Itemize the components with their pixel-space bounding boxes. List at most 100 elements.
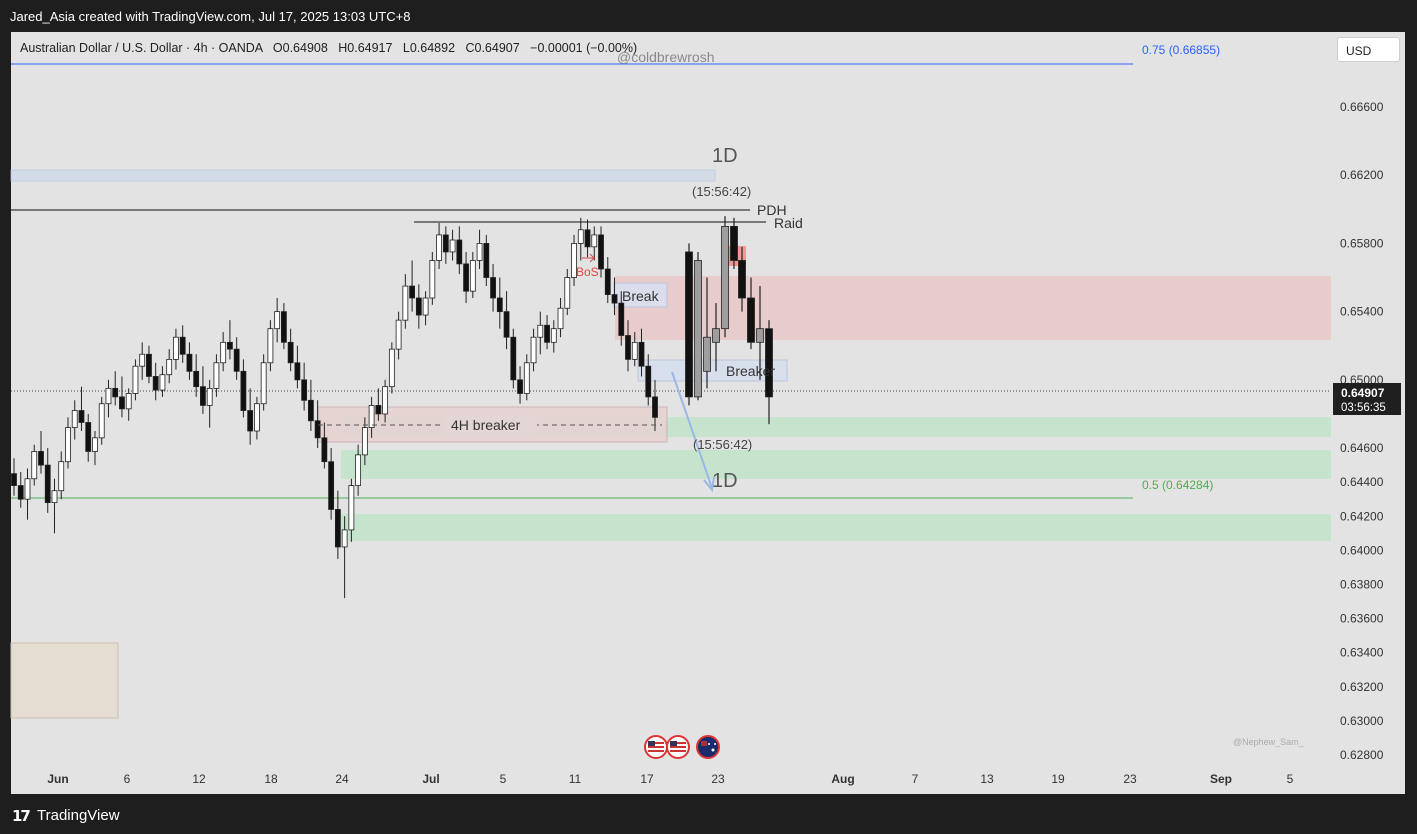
- us-flag-icon[interactable]: [644, 735, 668, 759]
- top-bar: Jared_Asia created with TradingView.com,…: [0, 0, 1417, 32]
- x-tick-label: 13: [980, 772, 994, 786]
- candle-down: [11, 473, 17, 486]
- candle-down: [193, 370, 200, 388]
- break-label: Break: [622, 288, 660, 304]
- bottom-bar: [0, 800, 1417, 834]
- candle-up: [591, 234, 598, 248]
- breaker-zone: [637, 359, 788, 382]
- demand-zone-3: [341, 514, 1331, 541]
- symbol-legend[interactable]: Australian Dollar / U.S. Dollar · 4h · O…: [20, 41, 637, 55]
- y-tick-label: 0.62800: [1340, 748, 1384, 762]
- watermark: @coldbrewrosh: [617, 49, 714, 65]
- candles-1d: [685, 216, 773, 425]
- candle-up: [571, 243, 577, 278]
- candle-down: [652, 396, 658, 418]
- candle-up: [24, 478, 31, 500]
- candle-down: [496, 297, 503, 313]
- currency-button[interactable]: USD: [1337, 37, 1400, 62]
- candle-up: [31, 451, 38, 480]
- x-tick-label: 18: [264, 772, 278, 786]
- candle-up: [703, 336, 711, 372]
- candle-down: [301, 379, 308, 401]
- candle-down: [314, 420, 321, 439]
- candle-down: [544, 324, 550, 343]
- candle-down: [233, 348, 240, 372]
- candle-up: [395, 319, 402, 350]
- candle-down: [503, 311, 510, 338]
- credit-text: @Nephew_Sam_: [1233, 737, 1305, 747]
- x-tick-label: Aug: [831, 772, 854, 786]
- y-tick-label: 0.63200: [1340, 680, 1384, 694]
- candle-down: [186, 353, 193, 372]
- candle-up: [382, 386, 389, 415]
- tradingview-logo-text: TradingView: [37, 807, 120, 824]
- candle-down: [321, 437, 328, 463]
- y-tick-label: 0.63600: [1340, 612, 1384, 626]
- candle-down: [510, 336, 517, 381]
- candle-down: [415, 297, 422, 316]
- tf-label-top: 1D: [712, 145, 738, 167]
- range-box: [10, 642, 119, 719]
- candle-down: [456, 239, 463, 265]
- x-tick-label: 12: [192, 772, 206, 786]
- price-axis[interactable]: 0.666000.662000.658000.654000.650000.646…: [1340, 100, 1384, 762]
- candle-down: [287, 341, 294, 364]
- candle-down: [44, 464, 51, 504]
- candle-up: [388, 348, 395, 388]
- y-tick-label: 0.66200: [1340, 168, 1384, 182]
- candle-up: [564, 277, 571, 309]
- candle-up: [756, 328, 764, 343]
- candle-down: [598, 234, 604, 270]
- candle-down: [517, 379, 523, 394]
- candle-down: [638, 341, 645, 367]
- projection-arrow-icon: [703, 476, 715, 493]
- candle-up: [206, 387, 213, 406]
- x-tick-label: 7: [912, 772, 919, 786]
- candle-up: [355, 454, 362, 486]
- y-tick-label: 0.66600: [1340, 100, 1384, 114]
- countdown-value: 03:56:35: [1341, 402, 1386, 414]
- candle-up: [537, 324, 544, 338]
- candle-up: [213, 362, 220, 389]
- supply-zone: [615, 276, 1331, 340]
- candle-up: [51, 490, 58, 504]
- raid-label: Raid: [774, 215, 803, 231]
- breaker-label: Breaker: [726, 363, 775, 379]
- y-tick-label: 0.64600: [1340, 441, 1384, 455]
- candle-down: [85, 422, 92, 452]
- au-flag-icon[interactable]: [696, 735, 720, 759]
- chart-title: Jared_Asia created with TradingView.com,…: [10, 9, 411, 24]
- x-tick-label: 19: [1051, 772, 1065, 786]
- x-tick-label: Jun: [47, 772, 68, 786]
- y-tick-label: 0.63000: [1340, 714, 1384, 728]
- candle-down: [119, 396, 125, 410]
- candle-up: [530, 336, 537, 364]
- candle-up: [105, 387, 112, 405]
- candle-down: [730, 225, 738, 261]
- time-axis[interactable]: Jun 6 12 18 24 Jul 5 11 17 23 Aug 7 13 19 23 Sep 5: [47, 772, 1293, 786]
- candle-up: [550, 328, 557, 343]
- candle-down: [618, 302, 625, 336]
- candle-up: [125, 393, 132, 410]
- candle-down: [17, 485, 24, 500]
- candle-down: [334, 509, 341, 548]
- candle-down: [307, 399, 314, 422]
- demand-zone-2: [341, 450, 1331, 479]
- tradingview-logo[interactable]: 17 TradingView: [12, 806, 122, 826]
- candle-down: [604, 268, 611, 295]
- us-flag-icon[interactable]: [666, 735, 690, 759]
- candle-up: [694, 260, 702, 398]
- x-tick-label: Sep: [1210, 772, 1232, 786]
- x-tick-label: 5: [500, 772, 507, 786]
- candle-up: [361, 427, 368, 456]
- candle-down: [152, 376, 159, 391]
- candle-down: [584, 229, 591, 248]
- timer-bottom: (15:56:42): [693, 437, 752, 452]
- legend-close: C0.64907: [465, 41, 520, 55]
- candle-up: [348, 485, 355, 531]
- candle-up: [173, 336, 179, 360]
- htf-zone: [10, 169, 716, 182]
- candle-up: [449, 239, 456, 253]
- x-tick-label: 23: [711, 772, 725, 786]
